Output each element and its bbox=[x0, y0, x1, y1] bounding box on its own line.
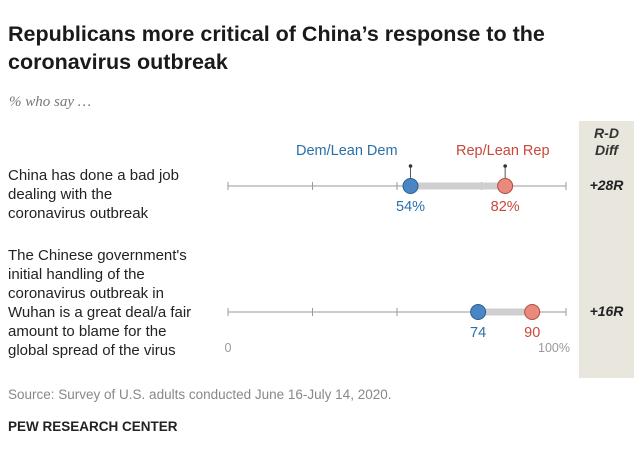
dem-value-label-row-1: 54% bbox=[396, 199, 425, 215]
rep-value-label-row-1: 82% bbox=[491, 199, 520, 215]
dem-dot-row-1 bbox=[402, 178, 419, 194]
source-note: Source: Survey of U.S. adults conducted … bbox=[8, 387, 392, 402]
dem-dot-row-2 bbox=[470, 304, 487, 320]
row-1-line-3: coronavirus outbreak bbox=[8, 205, 149, 222]
dem-value-label-row-2: 74 bbox=[470, 325, 486, 341]
diff-value-row-2: +16R bbox=[589, 303, 624, 319]
row-2-line-5: amount to blame for the bbox=[8, 323, 167, 340]
row-2-line-6: global spread of the virus bbox=[8, 342, 176, 359]
chart-title: Republicans more critical of China’s res… bbox=[8, 22, 545, 74]
legend-leader-dem-dot bbox=[408, 164, 413, 168]
x-tick-label-max: 100% bbox=[538, 341, 570, 355]
legend-leader-rep-dot bbox=[503, 164, 507, 168]
row-2-line-3: coronavirus outbreak in bbox=[8, 285, 164, 302]
row-label-1: China has done a bad job dealing with th… bbox=[8, 166, 179, 223]
legend-dem: Dem/Lean Dem bbox=[296, 143, 398, 159]
legend-rep: Rep/Lean Rep bbox=[456, 143, 550, 159]
row-2-line-2: initial handling of the bbox=[8, 266, 145, 283]
chart-subtitle: % who say … bbox=[9, 94, 92, 110]
row-2-line-1: The Chinese government's bbox=[8, 247, 187, 264]
row-1-line-1: China has done a bad job bbox=[8, 167, 179, 184]
rep-value-label-row-2: 90 bbox=[524, 325, 540, 341]
org-name: PEW RESEARCH CENTER bbox=[8, 419, 178, 434]
rep-dot-row-1 bbox=[497, 178, 514, 194]
diff-header-line-1: R-D bbox=[594, 125, 619, 141]
row-2-line-4: Wuhan is a great deal/a fair bbox=[8, 304, 192, 321]
diff-value-row-1: +28R bbox=[589, 177, 624, 193]
row-label-2: The Chinese government's initial handlin… bbox=[8, 246, 191, 360]
diff-column-band bbox=[579, 121, 634, 378]
rep-dot-row-2 bbox=[524, 304, 541, 320]
row-1-line-2: dealing with the bbox=[8, 186, 113, 203]
x-tick-label-min: 0 bbox=[225, 341, 232, 355]
diff-column-header: R-D Diff bbox=[579, 125, 634, 159]
diff-header-line-2: Diff bbox=[594, 142, 619, 158]
